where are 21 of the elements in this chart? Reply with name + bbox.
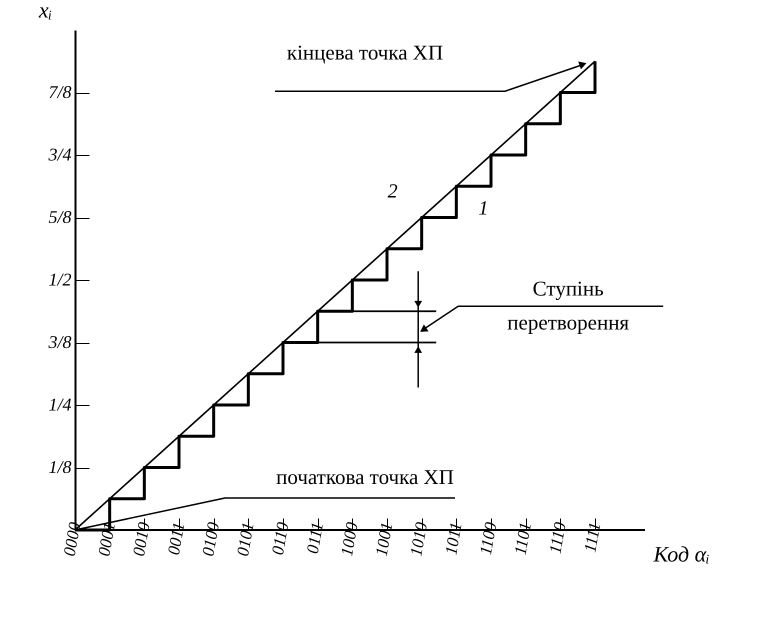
x-tick-label: 1001 [372, 520, 396, 558]
y-tick-label: 7/8 [48, 82, 72, 102]
y-tick-label: 5/8 [48, 207, 72, 227]
x-tick-label: 0101 [233, 520, 258, 558]
y-tick-label: 1/2 [48, 270, 72, 290]
series-label: 2 [388, 180, 398, 202]
x-tick-label: 1101 [510, 520, 536, 556]
series-label: 1 [478, 197, 488, 220]
y-tick-label: 1/8 [48, 457, 72, 477]
x-axis-title: Код αᵢ [652, 542, 710, 566]
x-tick-label: 1011 [441, 520, 466, 556]
y-tick-label: 1/4 [48, 394, 72, 414]
x-tick-label: 0111 [302, 520, 328, 556]
annotation: кінцева точка ХП [286, 40, 444, 64]
x-tick-label: 1111 [580, 520, 604, 554]
annotation: Ступінь перетворення [507, 276, 630, 334]
annotation: початкова точка ХП [276, 465, 454, 489]
x-tick-label: 0011 [164, 520, 188, 556]
y-axis-title: xᵢ [38, 0, 52, 22]
y-tick-label: 3/8 [47, 332, 72, 352]
y-tick-label: 3/4 [47, 144, 72, 164]
